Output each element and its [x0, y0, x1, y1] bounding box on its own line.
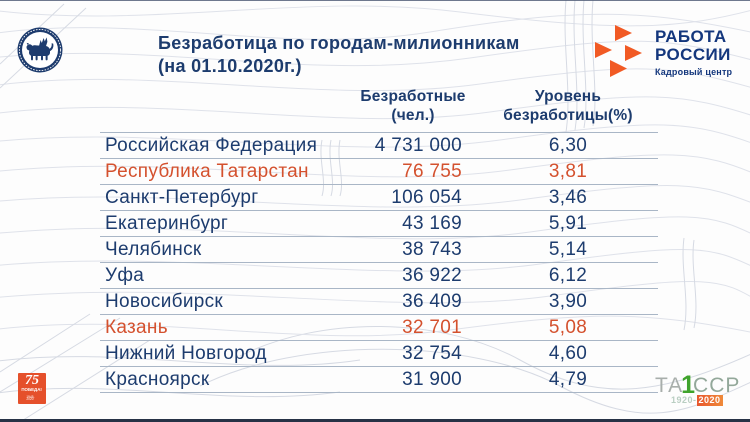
- tassr-one-digit: 1: [681, 371, 696, 399]
- winged-snow-leopard-icon: [17, 27, 63, 73]
- title-line-2: (на 01.10.2020г.): [158, 56, 302, 76]
- tassr-100-logo: ТА 1 ССР 1920- 2020: [655, 371, 741, 406]
- pobeda-75-logo: 75 ПОБЕДА! 1945-2020: [18, 373, 46, 404]
- region-name: Челябинск: [105, 238, 202, 260]
- header-rate-line2: безработицы(%): [503, 107, 633, 124]
- pobeda-label: ПОБЕДА!: [21, 387, 43, 393]
- table-row: Республика Татарстан 76 755 3,81: [100, 158, 658, 184]
- unemployed-count: 32 701: [402, 316, 462, 338]
- tassr-years-left: 1920-: [671, 395, 697, 405]
- column-header-unemployed: Безработные (чел.): [333, 87, 493, 125]
- table-row: Новосибирск 36 409 3,90: [100, 288, 658, 314]
- unemployment-rate: 5,14: [548, 238, 588, 260]
- region-name: Екатеринбург: [105, 212, 229, 234]
- region-name: Санкт-Петербург: [105, 186, 259, 208]
- unemployment-rate: 6,12: [548, 264, 588, 286]
- unemployment-rate: 4,60: [548, 342, 588, 364]
- table-row: Уфа 36 922 6,12: [100, 262, 658, 288]
- tassr-years-banner: 1920- 2020: [671, 395, 740, 406]
- unemployment-rate: 3,81: [548, 160, 588, 182]
- unemployed-count: 36 922: [402, 264, 462, 286]
- kadrovy-centr-subtitle: Кадровый центр: [655, 67, 733, 77]
- column-header-rate: Уровень безработицы(%): [478, 87, 658, 125]
- region-name: Красноярск: [105, 368, 210, 390]
- unemployment-rate: 3,46: [548, 186, 588, 208]
- unemployment-rate: 4,79: [548, 368, 588, 390]
- tassr-wordmark: ТА 1 ССР: [655, 371, 741, 399]
- unemployed-count: 32 754: [402, 342, 462, 364]
- unemployment-table: Российская Федерация 4 731 000 6,30 Респ…: [100, 132, 658, 393]
- rabota-rossii-line1: РАБОТА: [655, 27, 727, 46]
- title-line-1: Безработица по городам-милионникам: [158, 33, 520, 53]
- region-name: Уфа: [105, 264, 145, 286]
- table-row: Казань 32 701 5,08: [100, 314, 658, 340]
- region-name: Нижний Новгород: [105, 342, 267, 364]
- table-row: Челябинск 38 743 5,14: [100, 236, 658, 262]
- unemployed-count: 4 731 000: [374, 134, 462, 156]
- region-name: Республика Татарстан: [105, 160, 309, 182]
- orange-arrows-icon: [595, 25, 642, 77]
- table-row: Санкт-Петербург 106 054 3,46: [100, 184, 658, 210]
- tassr-prefix: ТА: [655, 374, 684, 397]
- page-title: Безработица по городам-милионникам (на 0…: [158, 32, 520, 78]
- unemployed-count: 43 169: [402, 212, 462, 234]
- unemployment-rate: 3,90: [548, 290, 588, 312]
- unemployment-rate: 5,91: [548, 212, 588, 234]
- top-edge-line: [0, 0, 750, 1]
- bottom-edge-line: [0, 419, 750, 422]
- region-name: Казань: [105, 316, 168, 338]
- unemployment-rate: 6,30: [548, 134, 588, 156]
- unemployed-count: 36 409: [402, 290, 462, 312]
- table-row: Екатеринбург 43 169 5,91: [100, 210, 658, 236]
- tassr-suffix: ССР: [693, 374, 741, 397]
- header-unemployed-line1: Безработные: [360, 88, 466, 105]
- tassr-years-right: 2020: [696, 395, 723, 406]
- unemployed-count: 38 743: [402, 238, 462, 260]
- rabota-rossii-line2: РОССИИ: [655, 45, 731, 64]
- tatarstan-emblem-logo: [17, 27, 63, 73]
- table-row: Нижний Новгород 32 754 4,60: [100, 340, 658, 366]
- unemployed-count: 106 054: [391, 186, 462, 208]
- unemployed-count: 31 900: [402, 368, 462, 390]
- rabota-rossii-wordmark: РАБОТА РОССИИ Кадровый центр: [655, 22, 732, 80]
- pobeda-years: 1945-2020: [26, 395, 35, 401]
- header-unemployed-line2: (чел.): [391, 107, 435, 124]
- region-name: Новосибирск: [105, 290, 224, 312]
- unemployed-count: 76 755: [402, 160, 462, 182]
- pobeda-75-number: 75: [25, 373, 39, 388]
- rabota-rossii-logo: РАБОТА РОССИИ Кадровый центр: [591, 22, 732, 80]
- table-row: Российская Федерация 4 731 000 6,30: [100, 132, 658, 158]
- unemployment-rate: 5,08: [548, 316, 588, 338]
- table-row: Красноярск 31 900 4,79: [100, 366, 658, 393]
- region-name: Российская Федерация: [105, 134, 318, 156]
- header-rate-line1: Уровень: [534, 88, 602, 105]
